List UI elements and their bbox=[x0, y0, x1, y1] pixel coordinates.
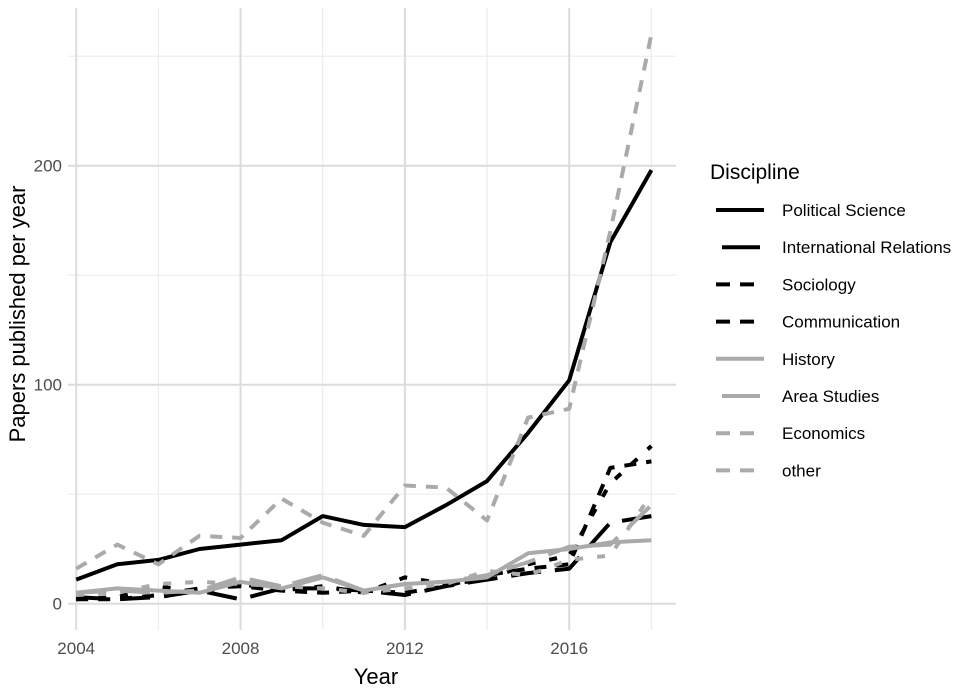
legend-item: Political Science bbox=[716, 201, 906, 220]
legend-item: Communication bbox=[716, 313, 900, 332]
y-tick-label: 200 bbox=[34, 157, 62, 176]
axes: Year Papers published per year 2004 2008 2… bbox=[5, 157, 588, 689]
legend-item: Sociology bbox=[716, 275, 856, 294]
legend-item: Area Studies bbox=[722, 387, 879, 406]
legend-item: Economics bbox=[716, 424, 865, 443]
series-line-political-science bbox=[75, 169, 654, 582]
legend-label: Area Studies bbox=[782, 387, 879, 406]
legend-item: International Relations bbox=[722, 238, 951, 257]
legend-label: History bbox=[782, 350, 835, 369]
legend-item: History bbox=[716, 350, 835, 369]
series-lines bbox=[75, 33, 654, 602]
gridlines bbox=[68, 8, 676, 630]
series-line-area-studies bbox=[76, 503, 653, 595]
x-tick-label: 2008 bbox=[222, 639, 260, 658]
series-line-communication bbox=[76, 459, 652, 602]
legend-item: other bbox=[716, 461, 821, 480]
legend-title: Discipline bbox=[710, 161, 800, 184]
y-tick-label: 100 bbox=[34, 376, 62, 395]
legend-items: Political Science International Relations… bbox=[716, 201, 951, 480]
legend-label: Communication bbox=[782, 313, 900, 332]
x-tick-label: 2016 bbox=[550, 639, 588, 658]
legend-label: Political Science bbox=[782, 201, 906, 220]
y-tick-label: 0 bbox=[53, 595, 62, 614]
legend-label: Economics bbox=[782, 424, 865, 443]
legend: Discipline Political Science Internationa… bbox=[710, 161, 951, 480]
x-axis-label: Year bbox=[354, 664, 398, 688]
legend-label: other bbox=[782, 461, 821, 480]
x-tick-label: 2004 bbox=[57, 639, 95, 658]
legend-label: International Relations bbox=[782, 238, 951, 257]
legend-label: Sociology bbox=[782, 275, 856, 294]
x-tick-label: 2012 bbox=[386, 639, 424, 658]
series-line-sociology bbox=[76, 444, 653, 602]
series-line-economics bbox=[76, 493, 654, 597]
y-axis-label: Papers published per year bbox=[5, 186, 30, 443]
series-line-other bbox=[75, 33, 654, 571]
